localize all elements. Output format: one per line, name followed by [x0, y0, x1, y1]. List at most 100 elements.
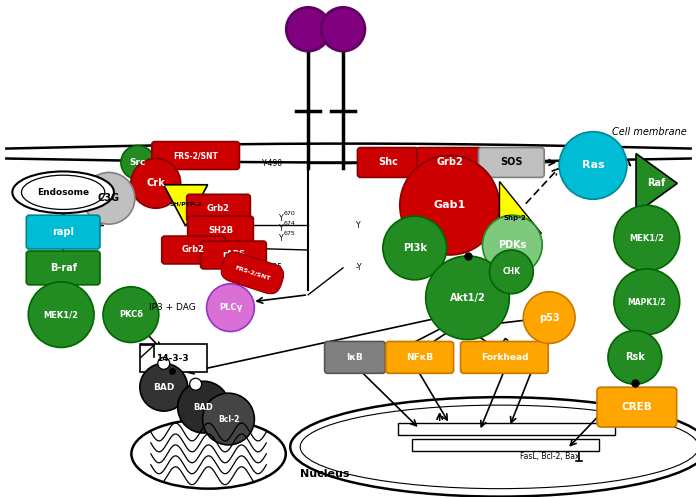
Circle shape — [426, 256, 510, 340]
Circle shape — [203, 393, 254, 445]
Text: PDKs: PDKs — [498, 240, 526, 250]
Text: BAD: BAD — [153, 383, 174, 392]
FancyBboxPatch shape — [412, 439, 599, 451]
Circle shape — [383, 216, 447, 280]
Text: Src: Src — [130, 158, 146, 167]
Text: SH2B: SH2B — [208, 226, 233, 235]
FancyBboxPatch shape — [417, 147, 482, 177]
Text: Nucleus: Nucleus — [300, 469, 350, 479]
Text: Raf: Raf — [647, 178, 665, 188]
Text: -Y: -Y — [356, 159, 362, 168]
FancyBboxPatch shape — [187, 216, 254, 244]
FancyBboxPatch shape — [398, 423, 615, 435]
Circle shape — [559, 131, 627, 199]
Text: MEK1/2: MEK1/2 — [44, 310, 79, 319]
Circle shape — [608, 331, 661, 384]
Circle shape — [83, 172, 135, 224]
Circle shape — [121, 145, 155, 179]
Text: Forkhead: Forkhead — [481, 353, 528, 362]
Text: rAPS: rAPS — [222, 250, 245, 259]
FancyBboxPatch shape — [597, 387, 677, 427]
FancyBboxPatch shape — [461, 342, 549, 374]
Text: NFκB: NFκB — [406, 353, 434, 362]
Text: Ras: Ras — [582, 160, 604, 170]
Text: CHK: CHK — [503, 267, 521, 276]
Circle shape — [400, 155, 499, 255]
Circle shape — [29, 282, 94, 348]
Circle shape — [131, 158, 181, 208]
FancyBboxPatch shape — [358, 147, 418, 177]
Ellipse shape — [22, 175, 105, 210]
Text: Rsk: Rsk — [625, 353, 645, 363]
Text: C3G: C3G — [98, 193, 120, 203]
Text: B-raf: B-raf — [49, 263, 77, 273]
Text: Shp-2: Shp-2 — [503, 215, 526, 221]
Text: Y: Y — [279, 224, 283, 233]
Text: Cell membrane: Cell membrane — [612, 126, 687, 136]
Text: Y-785: Y-785 — [262, 263, 283, 272]
Text: Shc: Shc — [378, 157, 398, 167]
Circle shape — [614, 269, 680, 335]
Text: PLCγ: PLCγ — [219, 303, 242, 312]
Circle shape — [482, 215, 542, 275]
Text: BAD: BAD — [194, 402, 213, 412]
FancyBboxPatch shape — [152, 141, 240, 169]
Text: IP3 + DAG: IP3 + DAG — [149, 303, 196, 312]
Text: SH/PTP-2: SH/PTP-2 — [169, 202, 202, 207]
Text: CREB: CREB — [622, 402, 652, 412]
Circle shape — [158, 358, 169, 370]
FancyBboxPatch shape — [187, 194, 250, 222]
Circle shape — [140, 364, 187, 411]
Ellipse shape — [300, 405, 697, 489]
Circle shape — [178, 381, 229, 433]
Text: FRS-2/SNT: FRS-2/SNT — [234, 265, 271, 281]
Polygon shape — [636, 153, 677, 213]
Text: Y: Y — [279, 214, 283, 223]
Circle shape — [206, 284, 254, 332]
FancyBboxPatch shape — [201, 241, 266, 269]
Text: MEK1/2: MEK1/2 — [629, 234, 664, 243]
Text: Endosome: Endosome — [37, 188, 89, 197]
Text: FasL, Bcl-2, Bax: FasL, Bcl-2, Bax — [519, 452, 579, 461]
Text: 674: 674 — [283, 221, 295, 226]
Text: Grb2: Grb2 — [182, 246, 205, 254]
Text: -Y: -Y — [356, 263, 362, 272]
Ellipse shape — [290, 397, 697, 497]
Text: PKCδ: PKCδ — [119, 310, 143, 319]
FancyBboxPatch shape — [26, 215, 100, 249]
Circle shape — [286, 7, 330, 51]
Text: rapl: rapl — [52, 227, 74, 237]
Text: Akt1/2: Akt1/2 — [450, 293, 485, 303]
FancyBboxPatch shape — [162, 236, 226, 264]
Ellipse shape — [131, 419, 286, 489]
Polygon shape — [499, 181, 541, 233]
Circle shape — [190, 378, 201, 390]
Text: PI3k: PI3k — [403, 243, 427, 253]
FancyBboxPatch shape — [140, 345, 206, 373]
Text: IκB: IκB — [346, 353, 363, 362]
FancyBboxPatch shape — [26, 251, 100, 285]
FancyBboxPatch shape — [325, 342, 385, 374]
Text: FRS-2/SNT: FRS-2/SNT — [173, 151, 218, 160]
Text: SOS: SOS — [500, 157, 523, 167]
Text: p53: p53 — [539, 313, 560, 323]
Text: 670: 670 — [283, 211, 295, 216]
Text: Gab1: Gab1 — [434, 200, 466, 210]
Ellipse shape — [13, 171, 114, 213]
Text: Y: Y — [356, 221, 360, 230]
Text: MAPK1/2: MAPK1/2 — [627, 297, 666, 306]
Circle shape — [614, 205, 680, 271]
Text: 675: 675 — [283, 231, 295, 236]
Text: 14-3-3: 14-3-3 — [156, 354, 189, 363]
Text: Y-490: Y-490 — [262, 159, 283, 168]
Text: Y: Y — [279, 234, 283, 243]
Text: Grb2: Grb2 — [207, 204, 230, 213]
Text: Grb2: Grb2 — [436, 157, 463, 167]
Circle shape — [103, 287, 159, 343]
Circle shape — [321, 7, 365, 51]
Text: Crk: Crk — [146, 178, 165, 188]
Polygon shape — [164, 185, 208, 226]
FancyBboxPatch shape — [386, 342, 454, 374]
FancyBboxPatch shape — [478, 147, 544, 177]
Circle shape — [489, 250, 533, 294]
